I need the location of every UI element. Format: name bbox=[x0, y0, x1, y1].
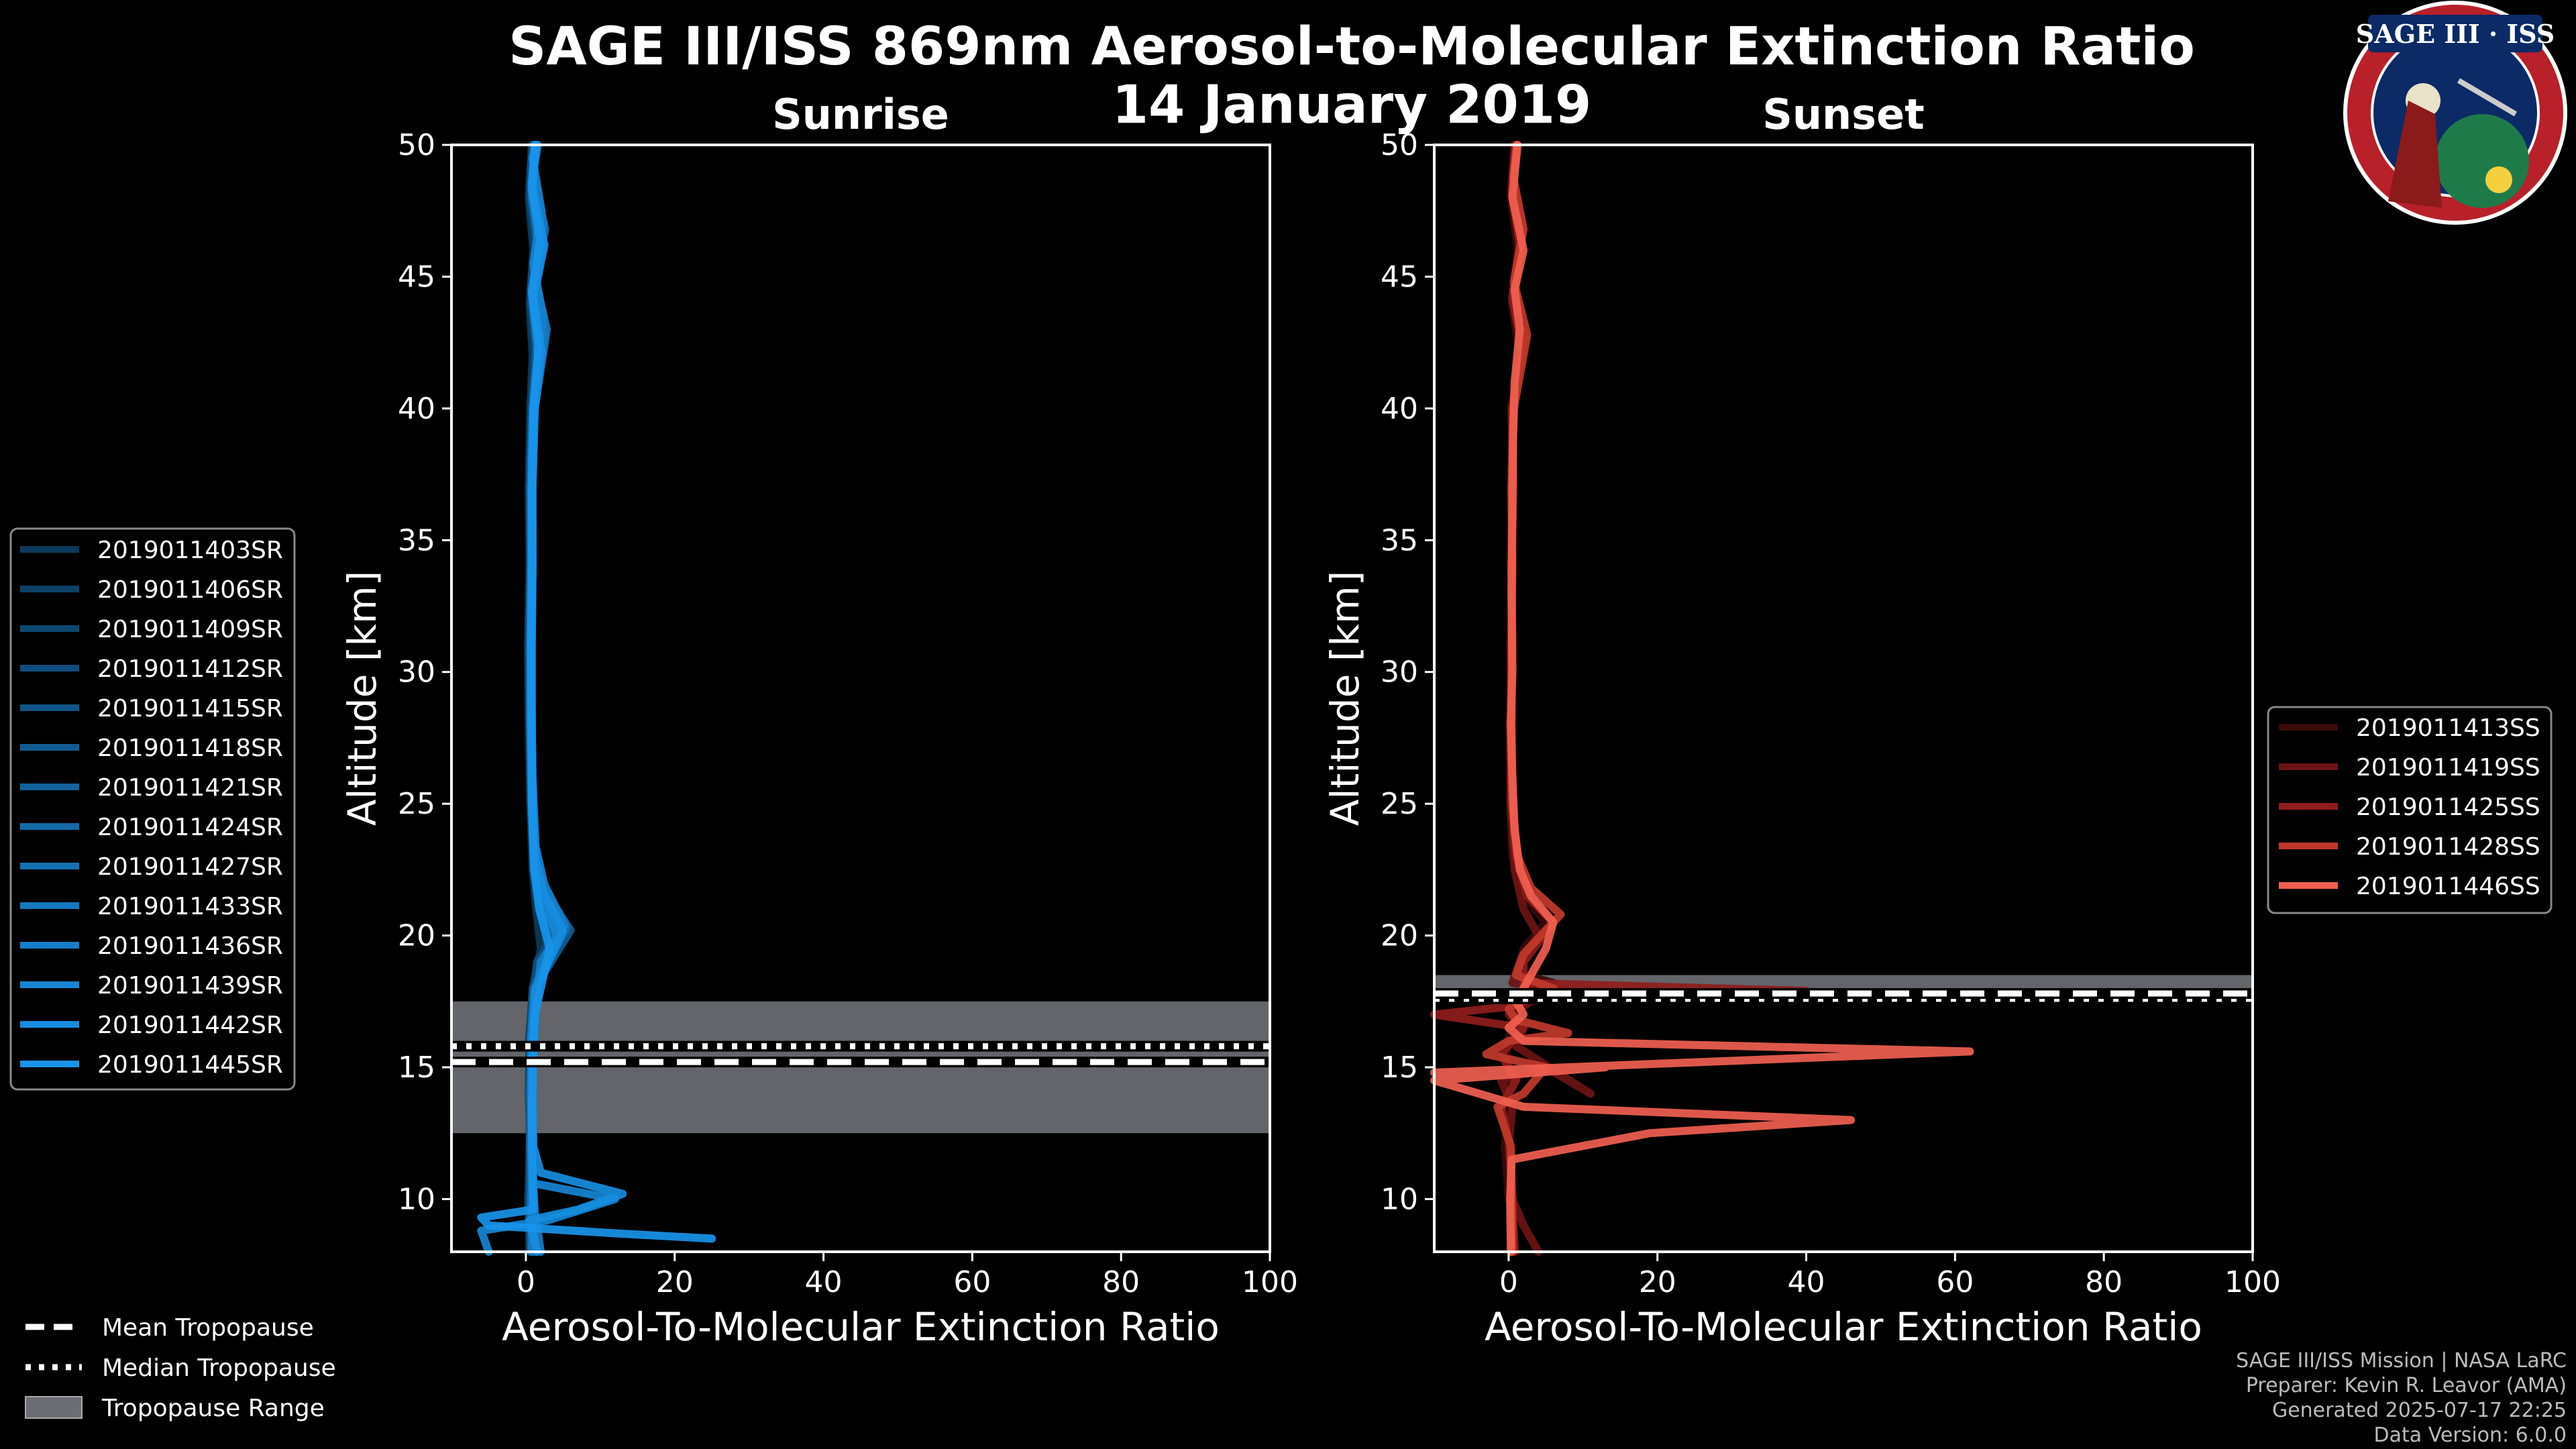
chart-title: SAGE III/ISS 869nm Aerosol-to-Molecular … bbox=[508, 17, 2195, 77]
footer-generated: Generated 2025-07-17 22:25 bbox=[2272, 1399, 2567, 1422]
sunset-x-ticks: 0 20 40 60 80 100 bbox=[1499, 1252, 2281, 1299]
logo-text: SAGE III · ISS bbox=[2356, 19, 2555, 49]
sunset-legend-label: 2019011446SS bbox=[2356, 873, 2540, 900]
sunset-panel: 0 20 40 60 80 100 10 15 20 25 30 35 40 45 50 Aerosol-… bbox=[1322, 128, 2281, 1350]
sunrise-series bbox=[477, 141, 716, 1256]
logo-station bbox=[2457, 78, 2518, 117]
sunrise-legend-label: 2019011418SR bbox=[97, 735, 283, 762]
tropopause-mean-label: Mean Tropopause bbox=[102, 1314, 314, 1342]
tropopause-median-label: Median Tropopause bbox=[102, 1354, 336, 1382]
sunrise-legend-label: 2019011433SR bbox=[97, 893, 283, 920]
sunrise-subtitle: Sunrise bbox=[772, 90, 949, 139]
sunrise-tropopause-lines bbox=[451, 1040, 1270, 1068]
sunrise-legend-label: 2019011412SR bbox=[97, 655, 283, 683]
sunset-series bbox=[1430, 141, 1974, 1256]
sunrise-y-tick-label: 30 bbox=[398, 655, 435, 690]
sunrise-legend-label: 2019011421SR bbox=[97, 774, 283, 802]
sunrise-x-ticks: 0 20 40 60 80 100 bbox=[517, 1252, 1298, 1299]
sunset-y-tick-label: 50 bbox=[1381, 128, 1418, 162]
sunrise-legend-label: 2019011403SR bbox=[97, 537, 283, 564]
sunrise-x-tick-label: 80 bbox=[1102, 1265, 1140, 1299]
sunrise-y-label: Altitude [km] bbox=[339, 571, 385, 826]
sunset-y-tick-label: 40 bbox=[1381, 392, 1418, 426]
footer-preparer: Preparer: Kevin R. Leavor (AMA) bbox=[2246, 1374, 2567, 1397]
logo-sun bbox=[2485, 166, 2512, 193]
sunset-series-2019011446SS bbox=[1430, 141, 1974, 1256]
sunrise-legend-label: 2019011406SR bbox=[97, 576, 283, 604]
sunrise-legend: 2019011403SR 2019011406SR 2019011409SR 2019… bbox=[9, 527, 296, 1091]
sunset-subtitle: Sunset bbox=[1762, 90, 1925, 139]
sunset-y-tick-label: 30 bbox=[1381, 655, 1418, 690]
sunset-y-tick-label: 10 bbox=[1381, 1182, 1418, 1216]
sunrise-x-tick-label: 0 bbox=[517, 1265, 535, 1299]
sunset-legend-label: 2019011428SS bbox=[2356, 833, 2540, 861]
sunrise-y-tick-label: 40 bbox=[398, 392, 435, 426]
sunrise-y-ticks: 10 15 20 25 30 35 40 45 50 bbox=[398, 128, 451, 1216]
sunrise-x-label: Aerosol-To-Molecular Extinction Ratio bbox=[502, 1304, 1220, 1350]
sunrise-y-tick-label: 50 bbox=[398, 128, 435, 162]
sunrise-y-tick-label: 45 bbox=[398, 260, 435, 294]
sunset-legend: 2019011413SS 2019011419SS 2019011425SS 2019… bbox=[2267, 706, 2553, 914]
sunset-y-tick-label: 25 bbox=[1381, 787, 1418, 821]
footer-mission: SAGE III/ISS Mission | NASA LaRC bbox=[2236, 1349, 2567, 1373]
sunset-x-tick-label: 60 bbox=[1936, 1265, 1974, 1299]
sunset-y-ticks: 10 15 20 25 30 35 40 45 50 bbox=[1381, 128, 1434, 1216]
tropopause-range-label: Tropopause Range bbox=[101, 1395, 325, 1422]
sunset-y-label: Altitude [km] bbox=[1322, 571, 1368, 826]
sunrise-y-tick-label: 35 bbox=[398, 523, 435, 557]
sunset-tropopause-lines bbox=[1434, 988, 2253, 1004]
sunset-y-tick-label: 35 bbox=[1381, 523, 1418, 557]
sunset-frame bbox=[1433, 144, 2254, 1253]
sunrise-x-tick-label: 60 bbox=[953, 1265, 991, 1299]
sunset-legend-label: 2019011425SS bbox=[2356, 794, 2540, 821]
sunset-plot-area bbox=[1434, 145, 2253, 1252]
footer: SAGE III/ISS Mission | NASA LaRC Prepare… bbox=[2236, 1349, 2567, 1447]
sunset-y-tick-label: 15 bbox=[1381, 1051, 1418, 1085]
sunrise-panel: 0 20 40 60 80 100 10 15 20 25 30 35 40 45 50 Aerosol-… bbox=[339, 128, 1298, 1350]
sunset-x-tick-label: 20 bbox=[1639, 1265, 1676, 1299]
sunrise-legend-label: 2019011415SR bbox=[97, 695, 283, 722]
sunset-legend-label: 2019011419SS bbox=[2356, 754, 2540, 782]
footer-version: Data Version: 6.0.0 bbox=[2374, 1424, 2567, 1447]
sunrise-legend-label: 2019011424SR bbox=[97, 814, 283, 841]
sunset-x-tick-label: 40 bbox=[1788, 1265, 1825, 1299]
sunset-y-tick-label: 20 bbox=[1381, 919, 1418, 953]
sunset-x-tick-label: 100 bbox=[2224, 1265, 2281, 1299]
sunrise-frame bbox=[450, 144, 1271, 1253]
logo-figure bbox=[2388, 101, 2442, 208]
sunrise-y-tick-label: 15 bbox=[398, 1051, 435, 1085]
sunrise-y-tick-label: 20 bbox=[398, 919, 435, 953]
sunset-x-tick-label: 0 bbox=[1499, 1265, 1518, 1299]
tropopause-range-swatch bbox=[25, 1396, 83, 1419]
sunset-x-tick-label: 80 bbox=[2085, 1265, 2123, 1299]
sage-iii-iss-logo: SAGE III · ISS bbox=[2343, 1, 2567, 225]
logo-banner bbox=[2368, 15, 2542, 52]
sunset-legend-label: 2019011413SS bbox=[2356, 714, 2540, 742]
sunrise-y-tick-label: 25 bbox=[398, 787, 435, 821]
sunset-legend-frame bbox=[2267, 706, 2553, 914]
sunrise-x-tick-label: 100 bbox=[1242, 1265, 1298, 1299]
sunrise-legend-label: 2019011436SR bbox=[97, 932, 283, 960]
sunrise-legend-frame bbox=[9, 527, 296, 1091]
sunset-y-tick-label: 45 bbox=[1381, 260, 1418, 294]
sunrise-legend-label: 2019011445SR bbox=[97, 1051, 283, 1079]
tropopause-legend: Mean Tropopause Median Tropopause Tropopau… bbox=[25, 1314, 336, 1422]
sunrise-legend-label: 2019011409SR bbox=[97, 616, 283, 643]
sunrise-series-2019011445SR bbox=[477, 141, 716, 1243]
sunrise-legend-label: 2019011442SR bbox=[97, 1012, 283, 1039]
chart-date: 14 January 2019 bbox=[1112, 75, 1592, 136]
sunrise-x-tick-label: 20 bbox=[656, 1265, 694, 1299]
sunrise-y-tick-label: 10 bbox=[398, 1182, 435, 1216]
sunrise-legend-label: 2019011439SR bbox=[97, 972, 283, 1000]
logo-earth bbox=[2435, 114, 2529, 208]
sunrise-x-tick-label: 40 bbox=[805, 1265, 843, 1299]
sunset-x-label: Aerosol-To-Molecular Extinction Ratio bbox=[1485, 1304, 2202, 1350]
sunrise-legend-label: 2019011427SR bbox=[97, 853, 283, 881]
